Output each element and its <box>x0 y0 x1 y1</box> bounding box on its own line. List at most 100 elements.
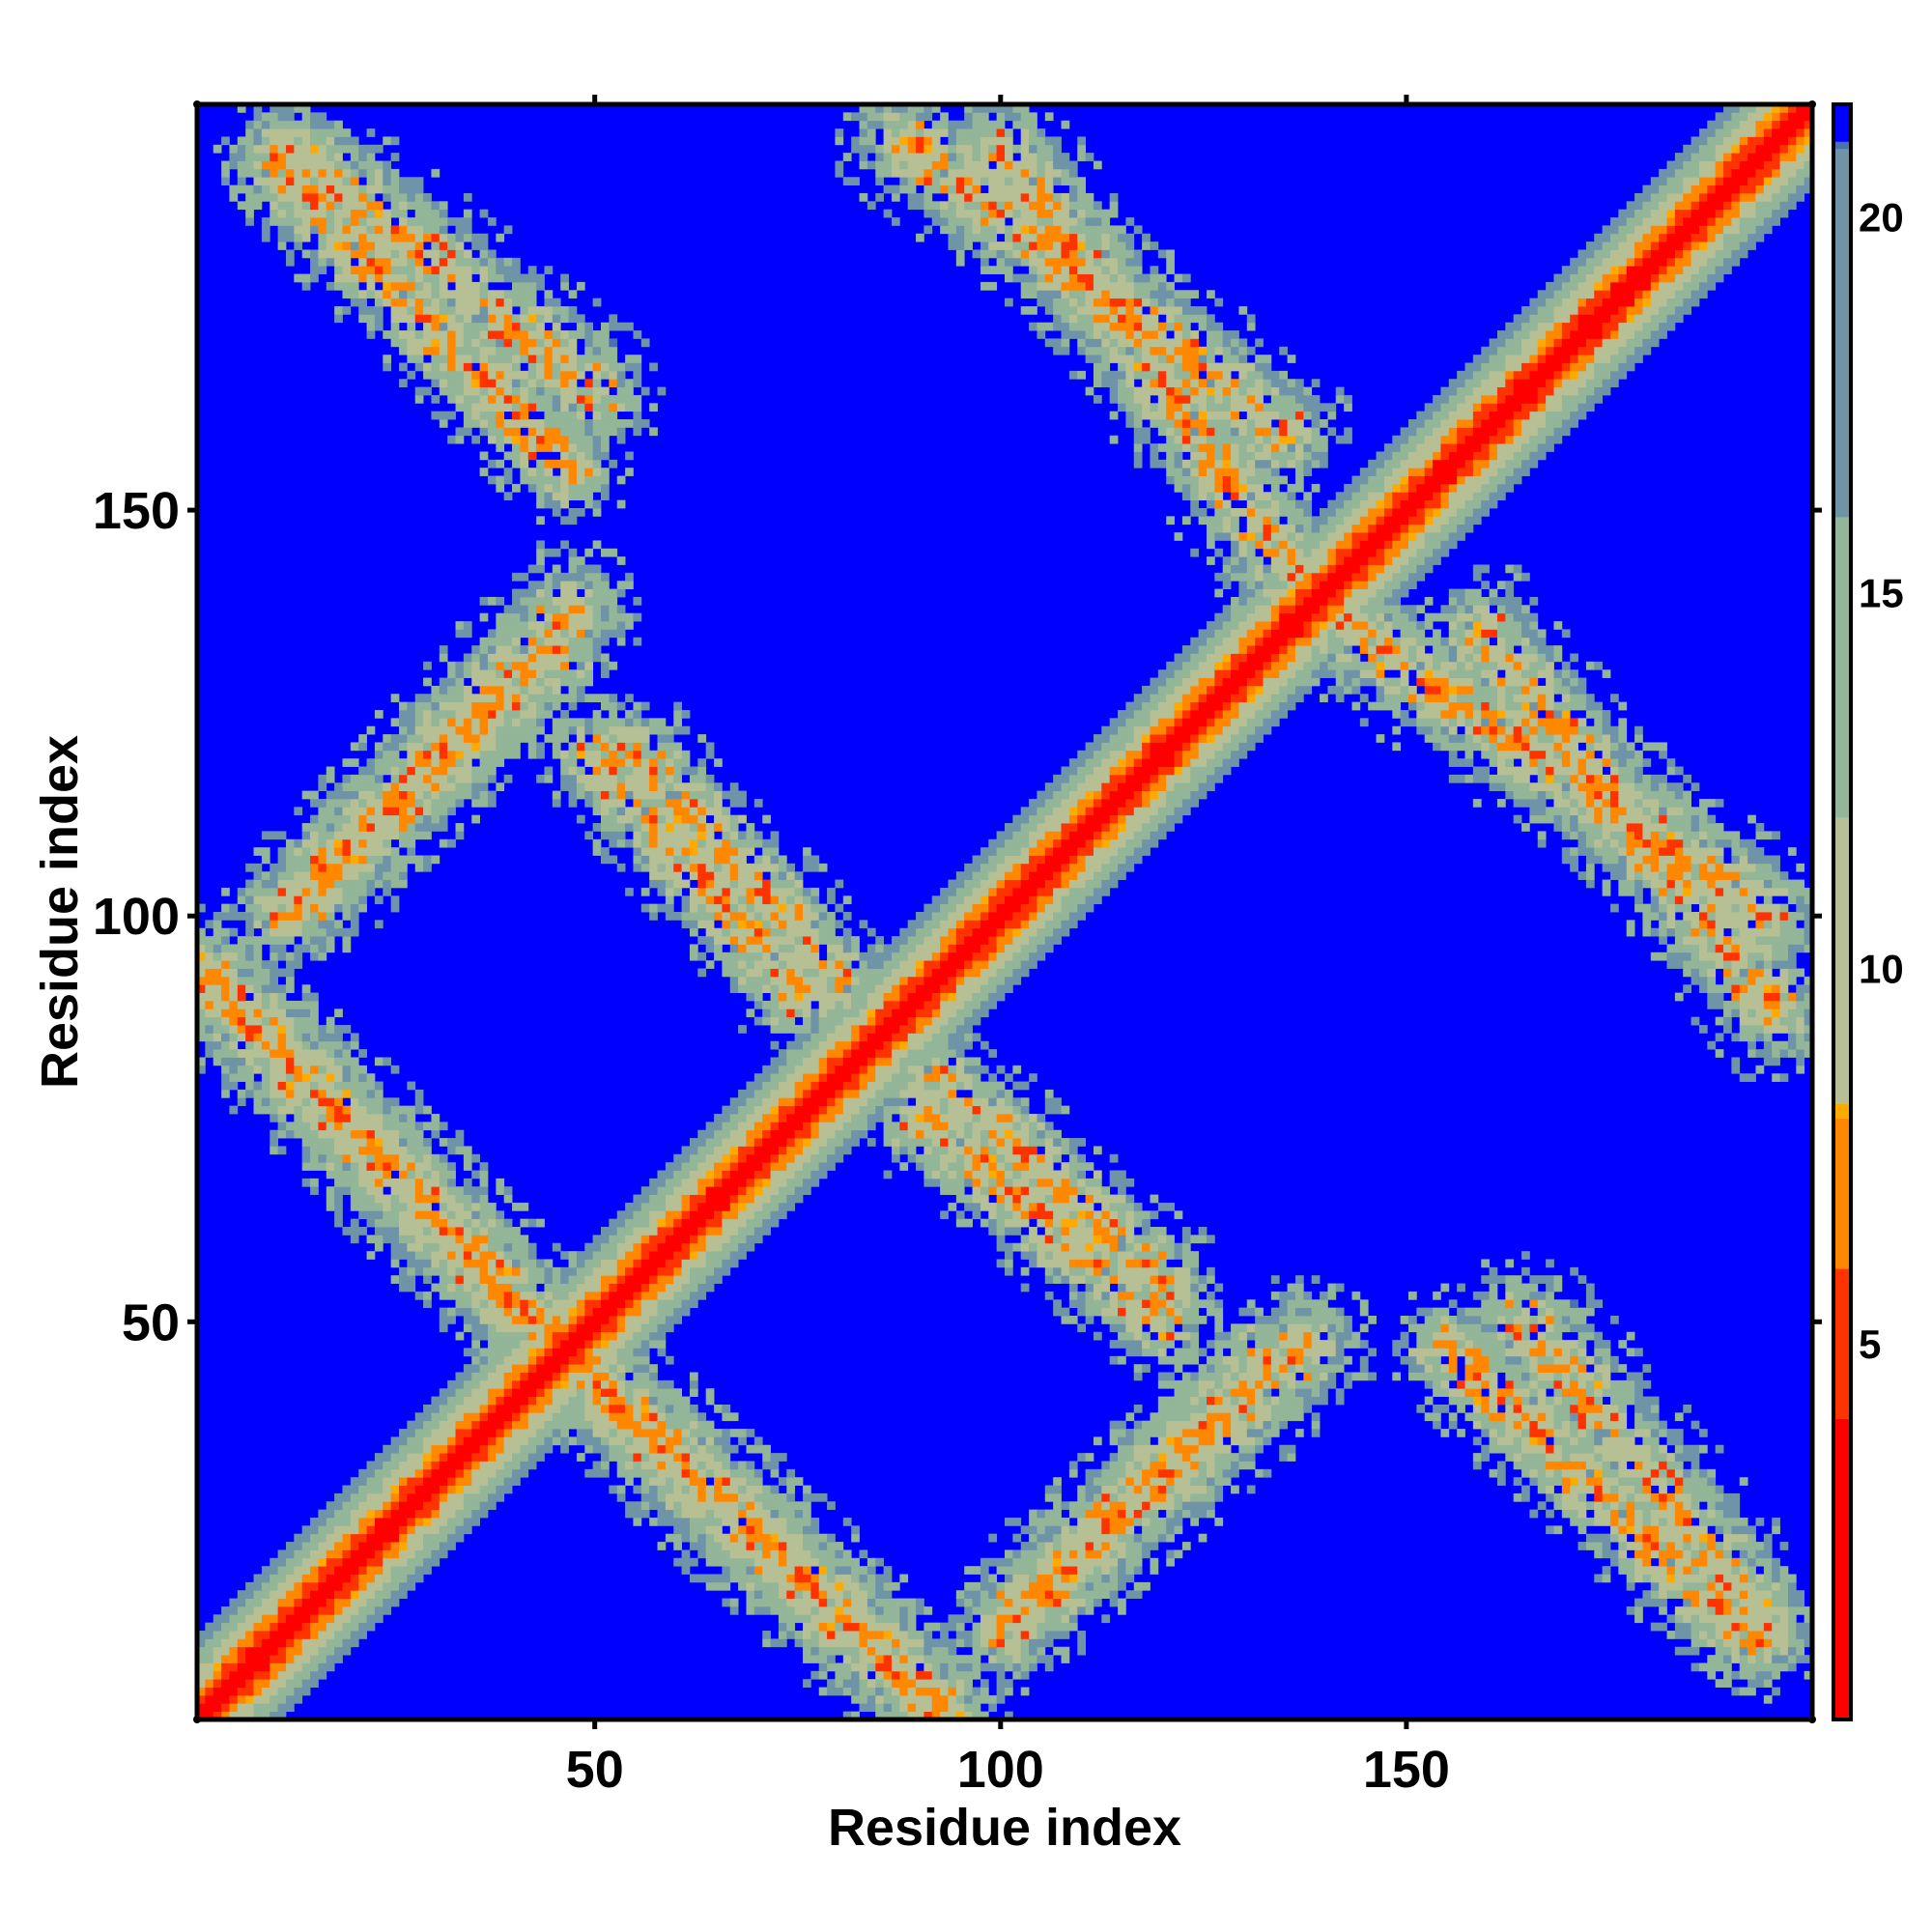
heatmap-cell <box>487 758 497 767</box>
heatmap-cell <box>285 903 295 913</box>
heatmap-cell <box>729 1153 739 1163</box>
heatmap-cell <box>616 774 626 783</box>
heatmap-cell <box>407 1485 416 1494</box>
heatmap-cell <box>649 1299 658 1309</box>
heatmap-cell <box>496 346 505 355</box>
heatmap-cell <box>414 1186 424 1195</box>
heatmap-cell <box>447 661 456 670</box>
heatmap-cell <box>592 427 602 437</box>
heatmap-cell <box>697 847 707 856</box>
heatmap-cell <box>439 1153 448 1163</box>
heatmap-cell <box>496 612 505 622</box>
heatmap-cell <box>285 887 295 896</box>
heatmap-cell <box>512 661 521 670</box>
heatmap-cell <box>714 1259 723 1268</box>
heatmap-cell <box>520 1218 529 1228</box>
heatmap-cell <box>560 1429 569 1437</box>
heatmap-cell <box>689 1518 698 1526</box>
heatmap-cell <box>237 1662 246 1672</box>
heatmap-cell <box>310 992 319 1002</box>
heatmap-cell <box>463 718 472 727</box>
heatmap-cell <box>689 1525 698 1535</box>
heatmap-cell <box>463 379 472 387</box>
heatmap-cell <box>455 742 465 752</box>
heatmap-cell <box>697 1235 707 1244</box>
heatmap-cell <box>520 273 529 283</box>
heatmap-cell <box>512 725 521 735</box>
heatmap-cell <box>358 1210 367 1220</box>
heatmap-cell <box>714 1574 723 1583</box>
heatmap-cell <box>697 838 707 848</box>
heatmap-cell <box>358 734 367 743</box>
heatmap-cell <box>520 710 529 719</box>
heatmap-cell <box>512 1348 521 1357</box>
heatmap-cell <box>479 1275 489 1284</box>
heatmap-cell <box>625 1242 634 1252</box>
heatmap-cell <box>390 242 400 250</box>
heatmap-cell <box>414 330 424 339</box>
heatmap-cell <box>431 1194 440 1204</box>
heatmap-cell <box>414 257 424 267</box>
heatmap-cell <box>294 895 303 905</box>
heatmap-cell <box>633 838 642 848</box>
heatmap-cell <box>512 1396 521 1406</box>
heatmap-cell <box>592 394 602 404</box>
heatmap-cell <box>471 1355 480 1365</box>
heatmap-cell <box>205 1040 214 1050</box>
heatmap-cell <box>729 952 739 961</box>
heatmap-cell <box>520 588 529 598</box>
heatmap-cell <box>294 209 303 218</box>
heatmap-cell <box>584 782 594 791</box>
heatmap-cell <box>657 1420 667 1430</box>
heatmap-cell <box>665 1412 674 1422</box>
heatmap-cell <box>431 290 440 299</box>
heatmap-cell <box>714 1114 723 1122</box>
heatmap-cell <box>399 831 408 840</box>
heatmap-cell <box>374 774 384 783</box>
heatmap-cell <box>447 685 456 695</box>
heatmap-cell <box>301 992 311 1002</box>
heatmap-cell <box>649 403 658 412</box>
heatmap-cell <box>520 1251 529 1260</box>
heatmap-cell <box>633 1412 642 1422</box>
heatmap-cell <box>729 1114 739 1122</box>
heatmap-cell <box>657 1379 667 1389</box>
heatmap-cell <box>665 1186 674 1195</box>
heatmap-cell <box>697 1436 707 1446</box>
heatmap-cell <box>366 1468 376 1478</box>
heatmap-cell <box>576 1283 585 1293</box>
heatmap-cell <box>423 1533 432 1543</box>
heatmap-cell <box>665 814 674 824</box>
heatmap-cell <box>552 1396 561 1406</box>
heatmap-cell <box>301 1622 311 1632</box>
heatmap-cell <box>487 661 497 670</box>
heatmap-cell <box>414 273 424 283</box>
heatmap-cell <box>487 1340 497 1349</box>
heatmap-cell <box>431 298 440 307</box>
heatmap-cell <box>714 1557 723 1567</box>
heatmap-cell <box>649 1291 658 1300</box>
heatmap-cell <box>665 750 674 759</box>
heatmap-cell <box>318 1533 327 1543</box>
heatmap-cell <box>520 734 529 743</box>
heatmap-cell <box>560 281 569 291</box>
heatmap-cell <box>407 1251 416 1260</box>
heatmap-cell <box>270 1566 278 1575</box>
heatmap-cell <box>471 710 480 719</box>
heatmap-cell <box>318 242 327 250</box>
heatmap-cell <box>496 782 505 791</box>
heatmap-cell <box>423 701 432 711</box>
heatmap-cell <box>455 314 465 324</box>
heatmap-cell <box>294 1598 303 1607</box>
heatmap-cell <box>625 718 634 727</box>
heatmap-cell <box>463 1186 472 1195</box>
heatmap-cell <box>326 1598 335 1607</box>
heatmap-cell <box>479 1379 489 1389</box>
heatmap-cell <box>729 1138 739 1147</box>
heatmap-cell <box>334 217 343 226</box>
heatmap-cell <box>609 1429 618 1437</box>
heatmap-cell <box>277 871 287 880</box>
heatmap-cell <box>633 798 642 808</box>
heatmap-cell <box>350 1227 359 1236</box>
heatmap-cell <box>512 1364 521 1373</box>
